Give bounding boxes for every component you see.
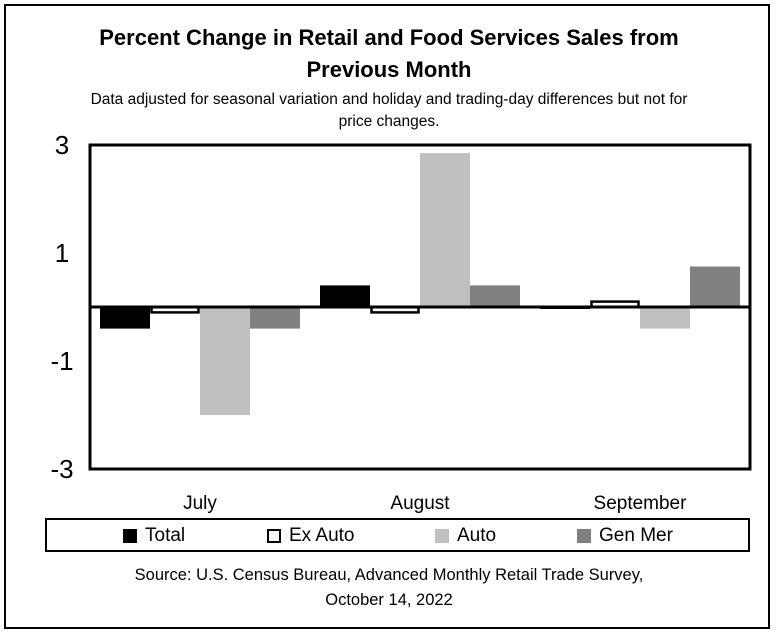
bar-auto-july: [200, 307, 250, 415]
legend-label-ex-auto: Ex Auto: [289, 525, 355, 546]
bar-gen-mer-august: [470, 285, 520, 307]
source-note-line-2: October 14, 2022: [325, 591, 453, 609]
chart-subtitle-line-1: Data adjusted for seasonal variation and…: [90, 91, 688, 108]
y-axis-tick-labels: 3 1 -1 -3: [50, 130, 73, 484]
chart-title: Percent Change in Retail and Food Servic…: [0, 22, 778, 86]
chart-subtitle-line-2: price changes.: [338, 113, 440, 130]
x-category-label: August: [390, 493, 450, 514]
legend: Total Ex Auto Auto Gen Mer: [45, 518, 750, 552]
source-note-line-1: Source: U.S. Census Bureau, Advanced Mon…: [134, 566, 644, 584]
chart-title-line-2: Previous Month: [306, 57, 472, 82]
bar-group: [100, 153, 740, 415]
bar-auto-august: [420, 153, 470, 307]
chart-title-line-1: Percent Change in Retail and Food Servic…: [99, 25, 679, 50]
bar-auto-september: [640, 307, 690, 329]
chart-subtitle: Data adjusted for seasonal variation and…: [20, 89, 758, 133]
legend-swatch-gen-mer: [577, 529, 591, 543]
legend-swatch-total: [123, 529, 137, 543]
chart-frame: [4, 4, 770, 629]
y-tick-label: 1: [55, 238, 69, 268]
legend-item-total: Total: [123, 524, 185, 548]
legend-label-auto: Auto: [457, 525, 497, 546]
legend-swatch-auto: [435, 529, 449, 543]
x-category-label: July: [183, 493, 217, 514]
legend-item-gen-mer: Gen Mer: [577, 524, 673, 548]
y-tick-label: 3: [55, 130, 69, 160]
source-note: Source: U.S. Census Bureau, Advanced Mon…: [0, 563, 778, 613]
bar-total-august: [320, 285, 370, 307]
legend-label-gen-mer: Gen Mer: [599, 525, 673, 546]
x-axis-category-labels: July August September: [183, 493, 687, 514]
legend-swatch-ex-auto: [267, 529, 281, 543]
x-category-label: September: [594, 493, 688, 514]
legend-item-ex-auto: Ex Auto: [267, 524, 355, 548]
bar-gen-mer-september: [690, 266, 740, 307]
y-tick-label: -1: [50, 346, 73, 376]
legend-label-total: Total: [145, 525, 186, 546]
bar-total-july: [100, 307, 150, 329]
legend-item-auto: Auto: [435, 524, 496, 548]
y-tick-label: -3: [50, 454, 73, 484]
bar-gen-mer-july: [250, 307, 300, 329]
